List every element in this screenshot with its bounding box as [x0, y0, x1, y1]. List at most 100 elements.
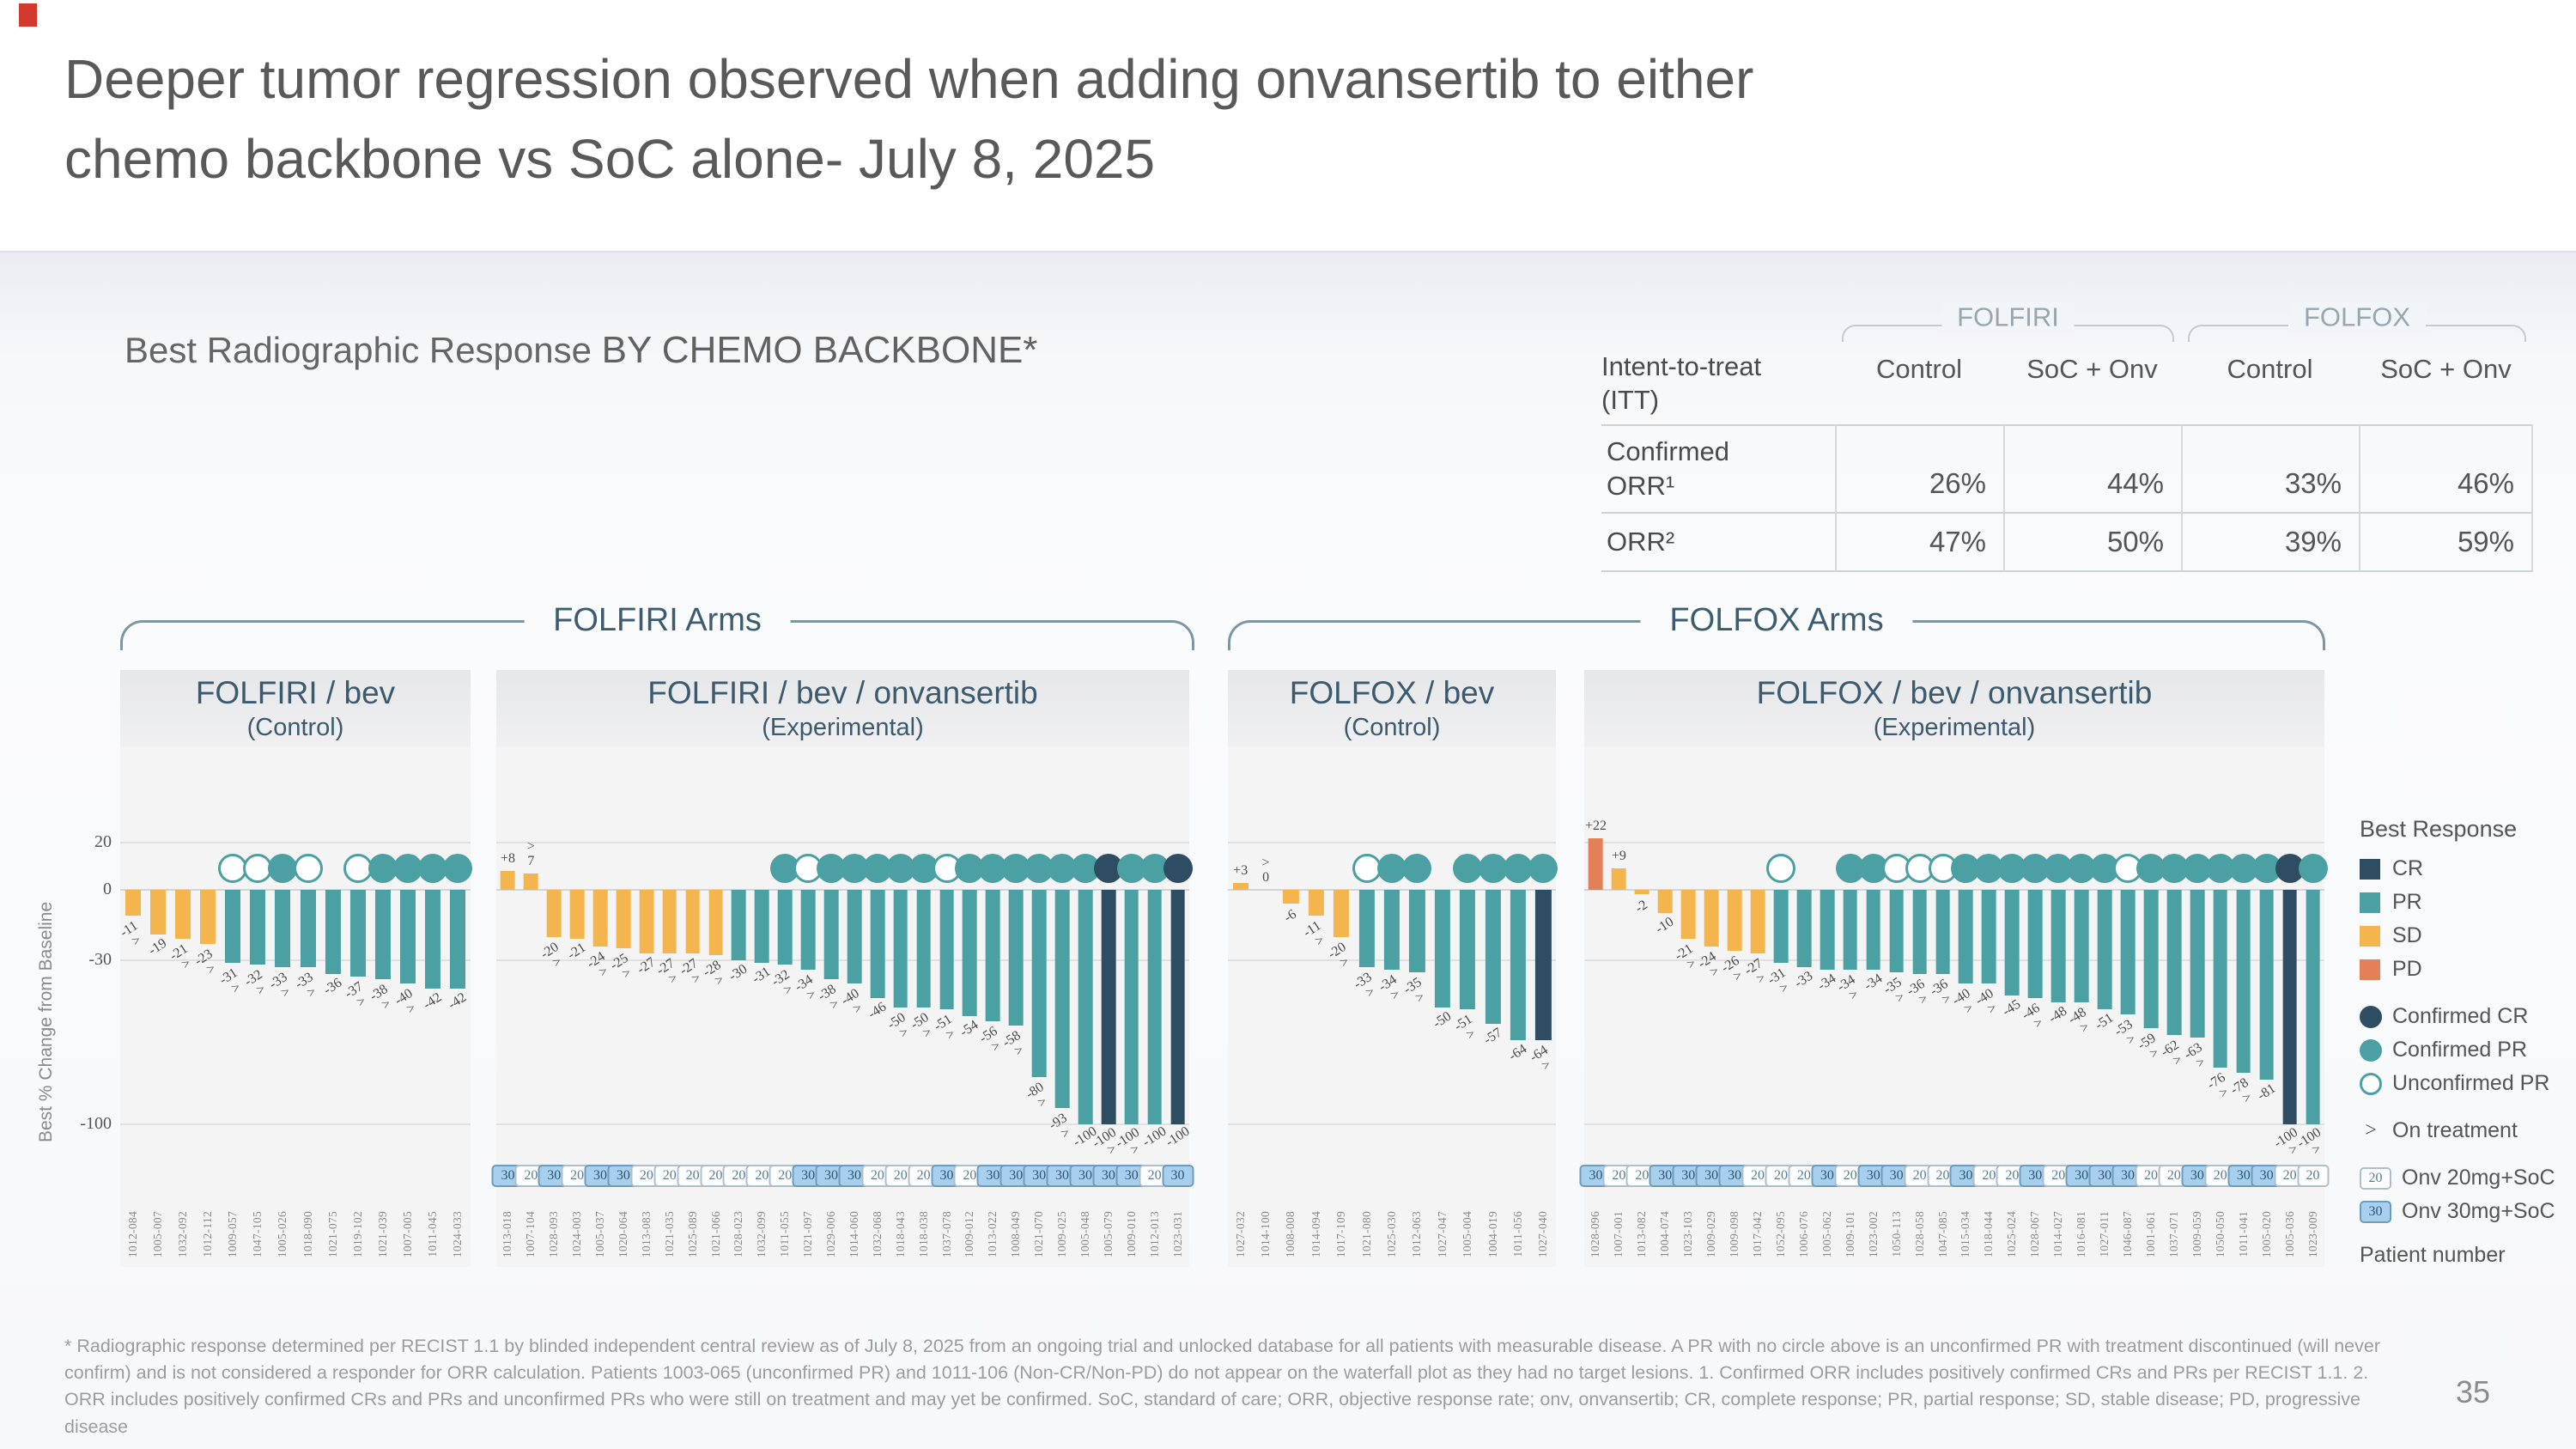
patient-column: -27 >20 1021-035	[653, 747, 686, 1267]
waterfall-bar-pr	[2166, 890, 2182, 1036]
patient-column: -53 >30 1046-087	[2111, 747, 2144, 1267]
patient-id-label: 1016-081	[2075, 1211, 2088, 1258]
patient-id-label: 1015-034	[1959, 1211, 1972, 1258]
patient-id-label: 1011-045	[426, 1211, 440, 1257]
waterfall-bar-sd	[149, 890, 166, 935]
patient-column: -100 >30 1005-079	[1090, 747, 1125, 1267]
patient-column: -30 20 1028-023	[722, 747, 755, 1267]
patient-id-label: 1023-009	[2306, 1211, 2319, 1258]
patient-column: -20 > 1017-109	[1326, 747, 1354, 1267]
on-treatment-icon: >	[2365, 1119, 2377, 1142]
itt-table: FOLFIRI FOLFOX Intent-to-treat (ITT) Cont…	[1601, 301, 2533, 572]
footnote: * Radiographic response determined per R…	[64, 1336, 2380, 1437]
waterfall-bar-cr	[1101, 890, 1116, 1124]
gridline--30	[496, 959, 1189, 961]
dose-badge-icon: 30	[2360, 1200, 2391, 1223]
patient-id-label: 1005-026	[276, 1211, 289, 1258]
patient-id-label: 1012-013	[1147, 1211, 1161, 1258]
patient-column: -100 30 1023-031	[1162, 747, 1194, 1267]
gridline--100	[1228, 1123, 1556, 1125]
patient-id-label: 1028-023	[732, 1211, 745, 1258]
patient-column: -28 >20 1021-066	[700, 747, 732, 1267]
page-number: 35	[2455, 1374, 2490, 1409]
y-tick-label: -30	[88, 949, 112, 969]
itt-header-label: Intent-to-treat (ITT)	[1601, 351, 1762, 415]
itt-col-header-control-2: Control	[2227, 354, 2313, 384]
chart-legend: Best Response CR PR SD PD Confirmed CR Confirm…	[2360, 816, 2576, 1268]
patient-column: -34 30 1023-002	[1857, 747, 1890, 1267]
waterfall-bar-sd	[1334, 890, 1350, 937]
on-treatment-marker: >	[404, 1001, 419, 1018]
bar-value-label: -33	[1791, 968, 1816, 991]
patient-id-label: 1004-019	[1485, 1211, 1499, 1258]
patient-column: -27 >20 1025-089	[677, 747, 709, 1267]
bar-annotation: -100	[1163, 1123, 1192, 1150]
on-treatment-marker: >	[665, 970, 681, 987]
on-treatment-marker: >	[1463, 1026, 1479, 1044]
patient-column: -31 > 1009-057	[217, 747, 248, 1267]
patient-id-label: 1018-043	[893, 1211, 907, 1258]
on-treatment-marker: >	[943, 1026, 958, 1044]
panel-subtitle: (Control)	[246, 714, 344, 741]
patient-id-label: 1019-102	[350, 1211, 364, 1258]
patient-id-label: 1014-060	[847, 1211, 860, 1258]
patient-column: -50 >20 1018-038	[908, 747, 940, 1267]
patient-column: -33 > 1018-090	[292, 747, 323, 1267]
patient-id-label: 1021-035	[662, 1211, 676, 1258]
patient-column: -27 >20 1017-042	[1741, 747, 1774, 1267]
on-treatment-marker: >	[1413, 989, 1428, 1006]
waterfall-bar-pr	[349, 890, 366, 977]
dose-badge: 30	[792, 1165, 824, 1187]
patient-id-label: 1013-082	[1635, 1211, 1649, 1258]
bar-annotation: -10	[1653, 915, 1677, 937]
waterfall-bar-pd	[1589, 837, 1603, 890]
itt-value: 44%	[2003, 424, 2181, 512]
waterfall-bar-pr	[963, 890, 977, 1017]
on-treatment-marker: >	[2193, 1055, 2208, 1072]
patient-id-label: 1017-109	[1334, 1211, 1348, 1258]
on-treatment-marker: >	[896, 1024, 912, 1041]
patient-column: -21 >30 1023-103	[1672, 747, 1704, 1267]
waterfall-bar-pr	[400, 890, 416, 984]
gridline-0	[1584, 889, 2324, 891]
waterfall-bar-pr	[300, 890, 316, 968]
patient-column: -100 >20 1005-036	[2271, 747, 2306, 1267]
patient-id-label: 1028-093	[547, 1211, 561, 1258]
gridline--100	[120, 1123, 471, 1125]
patient-id-label: 1028-096	[1589, 1211, 1602, 1258]
on-treatment-marker: >	[379, 995, 394, 1013]
patient-column: -37 > 1019-102	[342, 747, 373, 1267]
bar-value-label: -30	[726, 961, 750, 984]
waterfall-bar-sd	[199, 890, 216, 944]
patient-column: -38 >1021-039	[368, 747, 398, 1267]
slide-title-line1: Deeper tumor regression observed when ad…	[64, 48, 1754, 110]
patient-id-label: 1021-070	[1032, 1211, 1046, 1258]
patient-column: +22 30 1028-096	[1579, 747, 1612, 1267]
patient-id-label: 1009-025	[1055, 1211, 1069, 1258]
waterfall-bar-pr	[893, 890, 908, 1008]
confirmed-pr-marker	[418, 854, 448, 883]
bar-annotation: -51 >	[1452, 1012, 1483, 1046]
patient-column: -40 > 1007-005	[392, 747, 423, 1267]
waterfall-bar-pr	[2005, 890, 2020, 995]
bar-annotation: -33	[1791, 968, 1816, 991]
section-title: Best Radiographic Response BY CHEMO BACK…	[125, 329, 1037, 372]
waterfall-bar-pr	[800, 890, 816, 970]
confirmed-pr-icon	[2360, 1038, 2382, 1062]
bar-annotation: +8	[501, 851, 515, 866]
patient-column: -32 >20 1011-055	[769, 747, 801, 1267]
patient-column: -78 >30 1011-041	[2227, 747, 2260, 1267]
legend-item-cr: CR	[2360, 856, 2576, 881]
on-treatment-marker: >	[2309, 1142, 2324, 1159]
legend-item-label: SD	[2392, 923, 2422, 947]
waterfall-bar-pr	[450, 890, 466, 989]
confirmed-pr-marker	[1528, 854, 1558, 883]
bar-annotation: -50	[1431, 1008, 1454, 1031]
itt-col-header-soconv-2: SoC + Onv	[2380, 354, 2512, 384]
sd-color-swatch	[2360, 925, 2380, 947]
patient-id-label: 1027-032	[1233, 1211, 1247, 1258]
patient-column: -81 30 1005-020	[2251, 747, 2283, 1267]
patient-column: -51 30 1027-011	[2088, 747, 2121, 1267]
itt-value: 26%	[1835, 424, 2003, 512]
on-treatment-marker: >	[1730, 967, 1746, 985]
